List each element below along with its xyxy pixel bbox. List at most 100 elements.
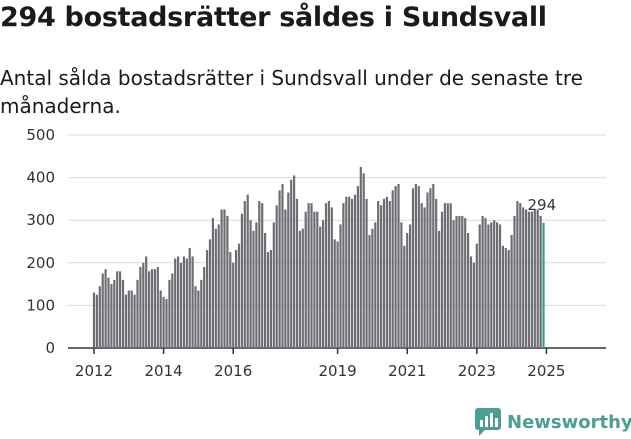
bar bbox=[356, 186, 359, 348]
y-tick-label: 500 bbox=[26, 126, 55, 144]
bar bbox=[293, 175, 296, 348]
bar bbox=[339, 224, 342, 348]
bar bbox=[429, 188, 432, 348]
bar bbox=[391, 190, 394, 348]
bar bbox=[104, 269, 107, 348]
bar bbox=[432, 183, 435, 348]
bar bbox=[220, 209, 223, 348]
bar bbox=[368, 235, 371, 348]
x-tick-label: 2016 bbox=[214, 362, 252, 380]
bar bbox=[301, 228, 304, 348]
bar bbox=[484, 218, 487, 348]
bar bbox=[394, 186, 397, 348]
bar bbox=[307, 203, 310, 348]
x-tick-label: 2014 bbox=[145, 362, 183, 380]
bar bbox=[124, 294, 127, 348]
bar bbox=[266, 252, 270, 348]
bar bbox=[133, 294, 136, 348]
bar bbox=[252, 230, 255, 348]
bar bbox=[319, 226, 322, 348]
bar bbox=[365, 198, 368, 348]
bar bbox=[208, 239, 212, 348]
bar bbox=[530, 211, 533, 348]
bar bbox=[498, 224, 502, 348]
bar bbox=[374, 222, 377, 348]
bar bbox=[348, 196, 351, 348]
bar bbox=[237, 243, 241, 348]
bar bbox=[417, 186, 420, 348]
page-subtitle: Antal sålda bostadsrätter i Sundsvall un… bbox=[0, 66, 583, 118]
bar bbox=[362, 173, 365, 348]
y-tick-label: 300 bbox=[26, 211, 55, 229]
bar bbox=[316, 211, 319, 348]
x-tick-label: 2019 bbox=[319, 362, 357, 380]
labels: 0 100 200 300 400 500 2012 2014 2016 2019 2021 2023… bbox=[26, 126, 565, 380]
bar bbox=[116, 271, 119, 348]
bar bbox=[246, 194, 249, 348]
bar bbox=[206, 250, 209, 348]
bar bbox=[145, 256, 148, 348]
bar bbox=[240, 213, 243, 348]
bar bbox=[194, 286, 197, 348]
bar bbox=[142, 262, 145, 348]
bar bbox=[333, 239, 336, 348]
bar bbox=[426, 192, 429, 348]
bar bbox=[501, 245, 504, 348]
bar bbox=[243, 201, 246, 348]
bar bbox=[235, 250, 238, 348]
bar bbox=[174, 258, 177, 348]
bar bbox=[458, 215, 461, 348]
bar bbox=[130, 290, 133, 348]
bar bbox=[475, 243, 478, 348]
brand-name: Newsworthy bbox=[507, 411, 631, 433]
bar bbox=[353, 194, 357, 348]
bar bbox=[385, 196, 388, 348]
bar bbox=[496, 222, 499, 348]
bar bbox=[214, 228, 217, 348]
bar bbox=[177, 256, 180, 348]
bar bbox=[269, 250, 272, 348]
bar bbox=[258, 201, 261, 348]
bar bbox=[406, 232, 409, 348]
bar bbox=[443, 203, 446, 348]
axes bbox=[68, 347, 606, 354]
x-tick-label: 2025 bbox=[527, 362, 565, 380]
bar bbox=[461, 215, 464, 348]
bar bbox=[191, 256, 194, 348]
bar bbox=[377, 201, 380, 348]
bar bbox=[536, 209, 539, 348]
bar bbox=[229, 252, 232, 348]
bar bbox=[330, 207, 333, 348]
bar bbox=[420, 203, 423, 348]
bar bbox=[304, 211, 307, 348]
bar bbox=[211, 218, 214, 348]
bar bbox=[261, 203, 264, 348]
bar bbox=[226, 215, 229, 348]
bar-chart: 0 100 200 300 400 500 2012 2014 2016 2019 2021 2023… bbox=[26, 126, 606, 380]
newsworthy-logo-icon bbox=[475, 408, 501, 436]
newsworthy-logo: Newsworthy bbox=[475, 407, 631, 437]
bar bbox=[139, 267, 142, 348]
bar bbox=[493, 220, 496, 348]
bar bbox=[298, 230, 301, 348]
bar bbox=[107, 277, 110, 348]
bar bbox=[504, 247, 507, 348]
bar bbox=[435, 198, 438, 348]
bar bbox=[507, 250, 510, 348]
bar bbox=[200, 279, 203, 348]
bar bbox=[371, 228, 374, 348]
bar bbox=[148, 271, 151, 348]
bar bbox=[168, 279, 171, 348]
bar bbox=[359, 166, 362, 348]
bar bbox=[469, 256, 473, 348]
x-tick-label: 2021 bbox=[388, 362, 426, 380]
bar bbox=[519, 203, 522, 348]
bar bbox=[284, 209, 287, 348]
bar bbox=[423, 207, 426, 348]
bar bbox=[113, 279, 116, 348]
bar bbox=[153, 269, 156, 348]
y-tick-label: 400 bbox=[26, 169, 55, 187]
bar bbox=[380, 205, 383, 348]
bar bbox=[336, 241, 339, 348]
bar bbox=[255, 222, 258, 348]
